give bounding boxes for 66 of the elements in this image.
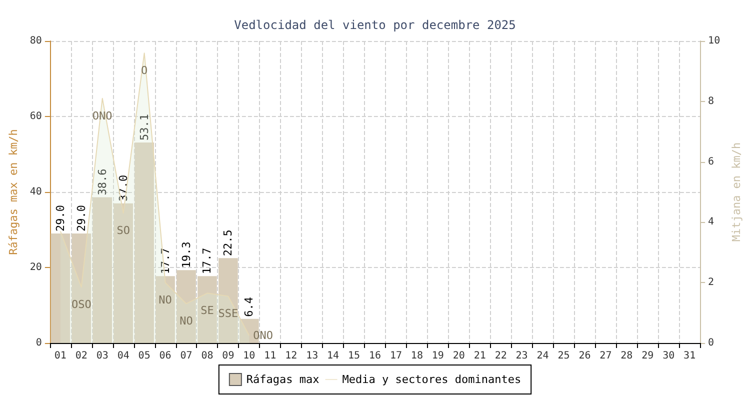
x-tick-label: 30	[662, 350, 675, 362]
data-label: 53.1	[138, 114, 151, 141]
x-tick-label: 10	[243, 350, 256, 362]
y-tick-label: 40	[30, 186, 42, 198]
x-tick-label: 08	[201, 350, 214, 362]
x-tick-label: 21	[474, 350, 486, 362]
x-tick-label: 19	[432, 350, 444, 362]
x-tick-label: 18	[410, 350, 423, 362]
x-tick-label: 01	[54, 350, 66, 362]
x-tick-label: 04	[117, 350, 130, 362]
x-tick-label: 31	[684, 350, 696, 362]
x-tick-label: 27	[600, 350, 612, 362]
data-label: 17.7	[200, 248, 214, 274]
x-tick-label: 25	[558, 350, 570, 362]
y2-tick-label: 2	[708, 277, 714, 288]
data-label: NO	[158, 294, 172, 307]
legend-label: Media y sectores dominantes	[342, 373, 522, 386]
data-label: 29.0	[54, 205, 67, 232]
chart-title: Vedlocidad del viento por decembre 2025	[234, 18, 516, 32]
data-label: 6.4	[242, 296, 256, 317]
y-tick-label: 20	[30, 262, 42, 273]
x-tick-label: 02	[75, 350, 88, 362]
data-label: 29.0	[74, 205, 88, 232]
data-label: ONO	[253, 328, 274, 342]
y-tick-label: 60	[30, 111, 42, 122]
x-tick-label: 06	[159, 350, 172, 362]
x-tick-label: 14	[327, 350, 340, 362]
data-label: SSE	[218, 307, 238, 320]
x-tick-label: 22	[494, 350, 507, 362]
x-tick-label: 28	[620, 350, 633, 362]
y-tick-label: 0	[36, 338, 42, 348]
y2-tick-label: 10	[708, 36, 720, 46]
data-label: 19.3	[180, 242, 193, 268]
x-tick-label: 03	[96, 350, 108, 362]
x-tick-label: 07	[180, 350, 192, 362]
data-label: 38.6	[96, 168, 109, 196]
data-label: SE	[200, 304, 214, 318]
y2-tick-label: 0	[708, 338, 714, 348]
x-tick-label: 15	[348, 350, 360, 362]
data-label: ONO	[92, 109, 112, 122]
data-label: 22.5	[222, 230, 235, 256]
x-tick-label: 29	[642, 350, 654, 362]
data-label: 17.7	[158, 248, 172, 274]
x-tick-label: 05	[138, 350, 150, 362]
y-axis-title: Ráfagas max en km/h	[7, 129, 20, 255]
x-tick-label: 09	[222, 350, 234, 362]
y-tick-label: 80	[30, 36, 42, 46]
data-label: O	[141, 64, 148, 78]
x-tick-label: 20	[452, 350, 465, 362]
bar	[50, 234, 70, 343]
y2-tick-label: 4	[708, 216, 714, 228]
y2-tick-label: 6	[708, 156, 714, 168]
data-label: NO	[180, 314, 193, 328]
x-tick-label: 13	[306, 350, 318, 362]
x-tick-label: 24	[536, 350, 549, 362]
x-tick-label: 16	[368, 350, 382, 362]
legend-label: Ráfagas max	[246, 373, 320, 386]
data-label: OSO	[71, 298, 92, 312]
x-tick-label: 12	[285, 350, 298, 362]
x-tick-label: 11	[264, 350, 276, 362]
y2-axis-title: Mitjana en km/h	[730, 142, 743, 242]
x-tick-label: 26	[578, 350, 591, 362]
x-tick-label: 23	[516, 350, 528, 362]
x-tick-label: 17	[390, 350, 402, 362]
y2-tick-label: 8	[708, 96, 714, 107]
data-label: SO	[116, 224, 130, 238]
